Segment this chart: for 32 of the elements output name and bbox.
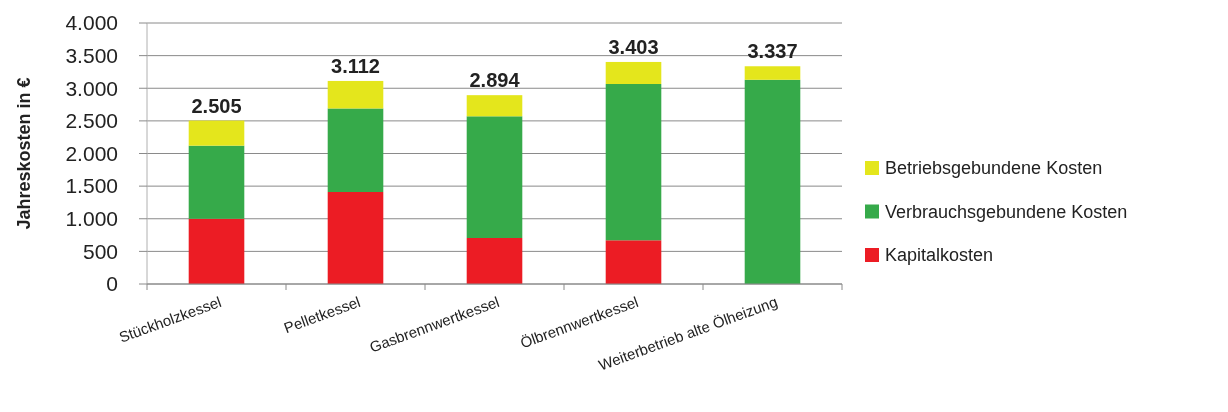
legend-label: Verbrauchsgebundene Kosten xyxy=(885,201,1128,222)
total-label: 2.505 xyxy=(191,94,242,117)
bar xyxy=(188,145,245,219)
bar xyxy=(466,238,523,284)
bar xyxy=(605,84,662,241)
bar xyxy=(327,80,384,109)
total-label: 3.112 xyxy=(331,54,380,77)
y-tick-label: 3.500 xyxy=(65,43,118,67)
bar xyxy=(605,240,662,284)
total-label: 3.403 xyxy=(608,35,659,58)
legend-label: Betriebsgebundene Kosten xyxy=(885,158,1103,179)
total-label: 3.337 xyxy=(747,40,798,63)
total-label: 2.894 xyxy=(469,69,521,92)
legend-label: Kapitalkosten xyxy=(885,245,994,266)
bar xyxy=(327,192,384,284)
y-tick-label: 4.000 xyxy=(65,11,118,35)
y-tick-label: 3.000 xyxy=(65,76,118,100)
bar xyxy=(188,120,245,146)
y-tick-label: 1.500 xyxy=(65,174,118,198)
y-tick-label: 0 xyxy=(106,272,118,296)
bar xyxy=(605,61,662,85)
bar xyxy=(188,218,245,284)
y-tick-label: 2.500 xyxy=(65,109,118,133)
bar xyxy=(327,108,384,192)
y-axis-title: Jahreskosten in € xyxy=(14,77,34,230)
bar xyxy=(466,95,523,117)
y-tick-label: 500 xyxy=(82,239,118,263)
y-tick-label: 1.000 xyxy=(65,207,118,231)
bar xyxy=(744,79,801,284)
bar xyxy=(744,66,801,80)
bar xyxy=(466,116,523,238)
y-tick-label: 2.000 xyxy=(65,141,118,165)
